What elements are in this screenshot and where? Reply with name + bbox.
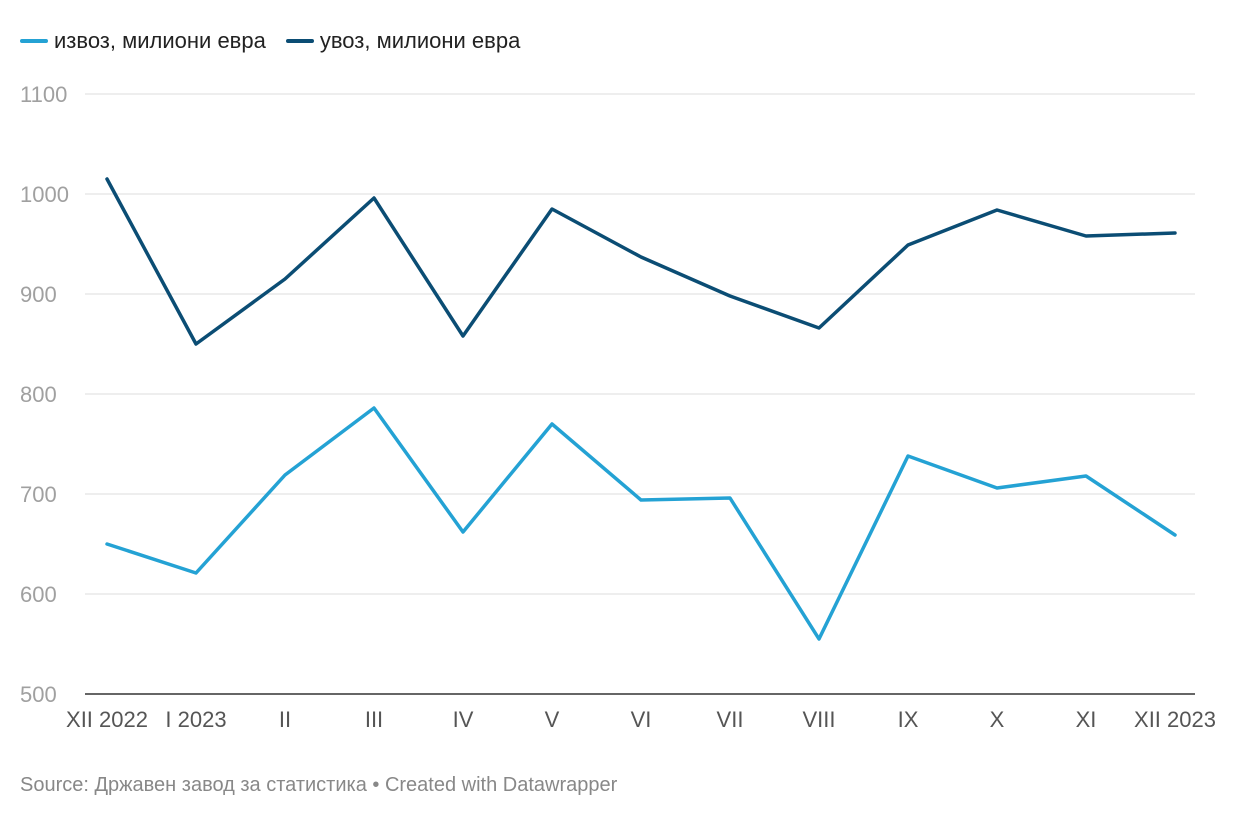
x-tick-label: IX	[898, 707, 919, 732]
x-tick-label: III	[365, 707, 383, 732]
x-tick-label: X	[990, 707, 1005, 732]
x-tick-label: VI	[631, 707, 652, 732]
y-tick-label: 1000	[20, 182, 69, 207]
grid	[85, 93, 1195, 695]
x-tick-label: XI	[1076, 707, 1097, 732]
source-footer: Source: Државен завод за статистика • Cr…	[20, 774, 618, 796]
legend-item-export: извоз, милиони евра	[20, 28, 266, 54]
x-tick-label: VIII	[802, 707, 835, 732]
y-tick-label: 900	[20, 282, 57, 307]
y-tick-label: 800	[20, 382, 57, 407]
x-tick-label: VII	[717, 707, 744, 732]
legend-label-export: извоз, милиони евра	[54, 28, 266, 53]
series-lines	[105, 177, 1177, 641]
legend-label-import: увоз, милиони евра	[319, 28, 521, 53]
x-tick-label: II	[279, 707, 291, 732]
x-axis: XII 2022 I 2023 II III IV V VI VII VIII IX X XI XII …	[66, 707, 1216, 732]
y-tick-label: 500	[20, 682, 57, 707]
x-tick-label: XII 2022	[66, 707, 148, 732]
y-tick-label: 700	[20, 482, 57, 507]
series-line-export	[105, 406, 1177, 641]
legend-swatch-import	[285, 39, 314, 43]
y-axis: 500 600 700 800 900 1000 1100	[20, 82, 69, 707]
legend: извоз, милиони евра увоз, милиони евра	[20, 28, 520, 54]
x-tick-label: I 2023	[165, 707, 226, 732]
x-tick-label: V	[545, 707, 560, 732]
x-tick-label: XII 2023	[1134, 707, 1216, 732]
legend-swatch-export	[20, 39, 48, 43]
legend-item-import: увоз, милиони евра	[285, 28, 521, 54]
series-line-import	[105, 177, 1177, 346]
y-tick-label: 1100	[20, 82, 67, 107]
y-tick-label: 600	[20, 582, 57, 607]
x-tick-label: IV	[453, 707, 474, 732]
